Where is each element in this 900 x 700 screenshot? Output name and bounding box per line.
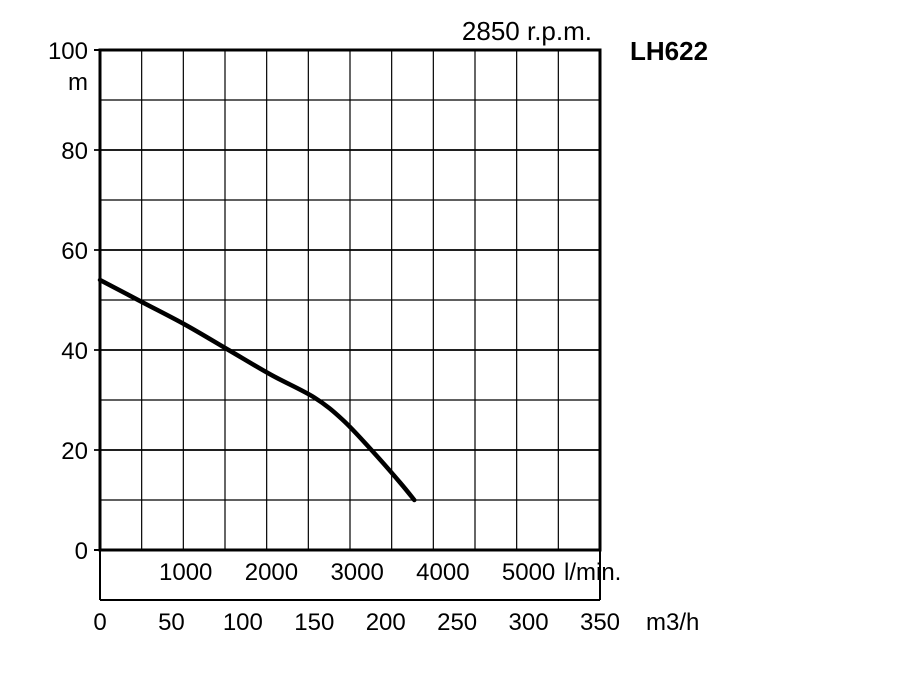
y-tick-label: 80	[61, 138, 88, 165]
performance-curve	[97, 277, 417, 503]
x-tick-label-m3h: 150	[294, 609, 334, 636]
y-tick-label: 100	[48, 38, 88, 65]
y-tick-label: 0	[75, 538, 88, 565]
x-tick-label-lmin: 1000	[159, 559, 212, 586]
y-tick-label: 60	[61, 238, 88, 265]
x-axis-unit-lmin: l/min.	[564, 559, 621, 586]
x-tick-label-m3h: 350	[580, 609, 620, 636]
chart-subtitle: 2850 r.p.m.	[462, 16, 592, 46]
x-tick-label-lmin: 2000	[245, 559, 298, 586]
x-tick-label-m3h: 200	[366, 609, 406, 636]
plot-border	[98, 48, 602, 552]
chart-title: LH622	[630, 36, 708, 66]
grid	[94, 49, 600, 551]
x-axis-ticks-m3h: 0 50 100 150 200 250 300 350	[93, 609, 620, 636]
curve-line	[97, 277, 417, 503]
y-axis-ticks: 0 20 40 60 80 100	[48, 38, 88, 565]
y-tick-label: 40	[61, 338, 88, 365]
y-axis-unit: m	[68, 69, 88, 96]
x-axis-unit-m3h: m3/h	[646, 609, 699, 636]
x-tick-label-m3h: 0	[93, 609, 106, 636]
x-tick-label-m3h: 250	[437, 609, 477, 636]
x-tick-label-lmin: 5000	[502, 559, 555, 586]
plot-frame	[98, 48, 602, 601]
x-tick-label-m3h: 300	[509, 609, 549, 636]
x-tick-label-lmin: 3000	[330, 559, 383, 586]
x-tick-label-m3h: 100	[223, 609, 263, 636]
x-axis-ticks-lmin: 1000 2000 3000 4000 5000	[159, 559, 555, 586]
y-tick-label: 20	[61, 438, 88, 465]
x-tick-label-lmin: 4000	[416, 559, 469, 586]
x-tick-label-m3h: 50	[158, 609, 185, 636]
